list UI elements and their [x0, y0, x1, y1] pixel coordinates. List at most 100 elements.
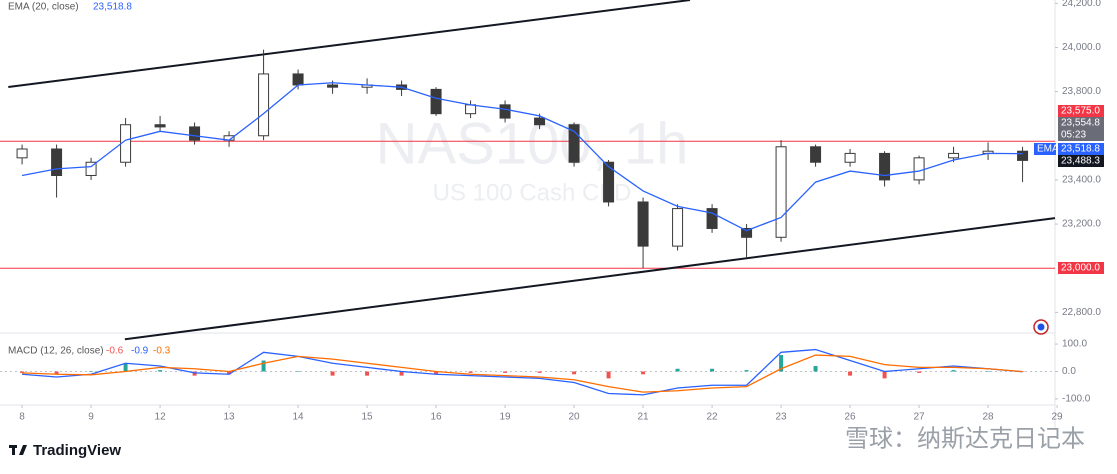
candle-body: [879, 152, 891, 181]
candle-body: [672, 208, 684, 247]
candle-body: [637, 201, 649, 247]
candle-body: [706, 208, 718, 229]
x-tick-label: 28: [983, 412, 995, 423]
candle-body: [810, 146, 822, 163]
candle-body: [534, 117, 546, 126]
x-tick-label: 23: [776, 412, 788, 423]
histogram-bar: [227, 371, 232, 375]
x-tick-label: 15: [362, 412, 374, 423]
y-tick-label: 24,200.0: [1062, 0, 1101, 9]
ema-price-tag: 23,518.8: [1061, 144, 1100, 155]
indicator-title: EMA (20, close): [8, 2, 79, 13]
histogram-bar: [20, 371, 25, 373]
candle-body: [913, 157, 925, 181]
histogram-bar: [572, 371, 577, 375]
y-tick-label: 23,800.0: [1062, 86, 1101, 97]
bid-tag: 23,554.8: [1061, 118, 1100, 129]
candle-body: [189, 126, 201, 141]
countdown: 05:23: [1061, 130, 1086, 141]
watermark-description: US 100 Cash CFD: [433, 179, 632, 206]
candle-body: [775, 146, 787, 238]
x-tick-label: 12: [155, 412, 167, 423]
x-tick-label: 21: [638, 412, 650, 423]
candle-body: [154, 124, 166, 128]
candle-body: [430, 88, 442, 115]
candle-body: [568, 124, 580, 163]
x-tick-label: 8: [19, 412, 25, 423]
candle-body: [844, 152, 856, 163]
candle-body: [51, 148, 63, 176]
histogram-bar: [54, 371, 59, 375]
ema-tag-box: [1034, 143, 1056, 155]
histogram-bar: [503, 371, 508, 373]
candle-body: [499, 104, 511, 119]
histogram-bar: [399, 371, 404, 376]
source-watermark: 雪球：纳斯达克日记本: [845, 425, 1085, 452]
histogram-bar: [641, 371, 646, 375]
histogram-bar: [606, 371, 611, 379]
ema-tag: EMA: [1037, 144, 1059, 155]
candle-body: [948, 152, 960, 159]
histogram-bar: [951, 370, 956, 372]
histogram-bar: [813, 366, 818, 372]
candle-body: [85, 161, 97, 176]
indicator-value: -0.6: [106, 346, 124, 357]
y-tick-label: 23,400.0: [1062, 175, 1101, 186]
y-tick-label: 100.0: [1062, 339, 1087, 350]
histogram-bar: [986, 371, 991, 373]
x-tick-label: 29: [1052, 412, 1064, 423]
x-tick-label: 19: [500, 412, 512, 423]
candle-body: [1017, 150, 1029, 161]
histogram-bar: [89, 370, 94, 372]
histogram-bar: [848, 371, 853, 376]
last-price-tag: 23,488.3: [1061, 156, 1100, 167]
event-icon-core: [1037, 323, 1045, 331]
watermark-symbol: NAS100, 1h: [376, 111, 689, 176]
x-tick-label: 16: [431, 412, 443, 423]
y-tick-label: -100.0: [1062, 394, 1091, 405]
level-tag-box: [1058, 105, 1104, 117]
indicator-value: -0.9: [131, 346, 149, 357]
y-tick-label: 22,800.0: [1062, 307, 1101, 318]
x-tick-label: 9: [88, 412, 94, 423]
histogram-bar: [261, 360, 266, 372]
y-tick-label: 0.0: [1062, 366, 1076, 377]
histogram-bar: [296, 371, 301, 373]
trendline: [124, 217, 1056, 341]
histogram-bar: [158, 370, 163, 372]
x-tick-label: 22: [707, 412, 719, 423]
candle-body: [741, 227, 753, 238]
histogram-bar: [192, 371, 197, 376]
histogram-bar: [365, 371, 370, 376]
histogram-bar: [710, 368, 715, 372]
last-price-tag-box: [1058, 155, 1104, 167]
histogram-bar: [882, 371, 887, 379]
brand-logo: [9, 445, 27, 455]
trendline: [8, 0, 691, 88]
histogram-bar: [468, 371, 473, 373]
candle-body: [258, 73, 270, 137]
histogram-bar: [537, 371, 542, 373]
histogram-bar: [779, 355, 784, 372]
candle-body: [603, 161, 615, 203]
bid-box: [1058, 117, 1104, 141]
histogram-bar: [123, 363, 128, 372]
ema-line: [21, 82, 1023, 232]
macd-line: [22, 348, 1023, 396]
histogram-bar: [330, 371, 335, 376]
level-tag-box: [1058, 262, 1104, 274]
histogram-bar: [1020, 371, 1025, 373]
x-tick-label: 13: [224, 412, 236, 423]
indicator-title: MACD (12, 26, close): [8, 346, 104, 357]
brand-name: TradingView: [33, 442, 121, 459]
macd-line: [22, 354, 1023, 393]
y-tick-label: 24,000.0: [1062, 42, 1101, 53]
candle-body: [16, 148, 28, 159]
x-tick-label: 20: [569, 412, 581, 423]
candle-body: [292, 73, 304, 86]
level-tag: 23,575.0: [1061, 106, 1100, 117]
candle-body: [327, 84, 339, 88]
ema-price-tag-box: [1058, 143, 1104, 155]
